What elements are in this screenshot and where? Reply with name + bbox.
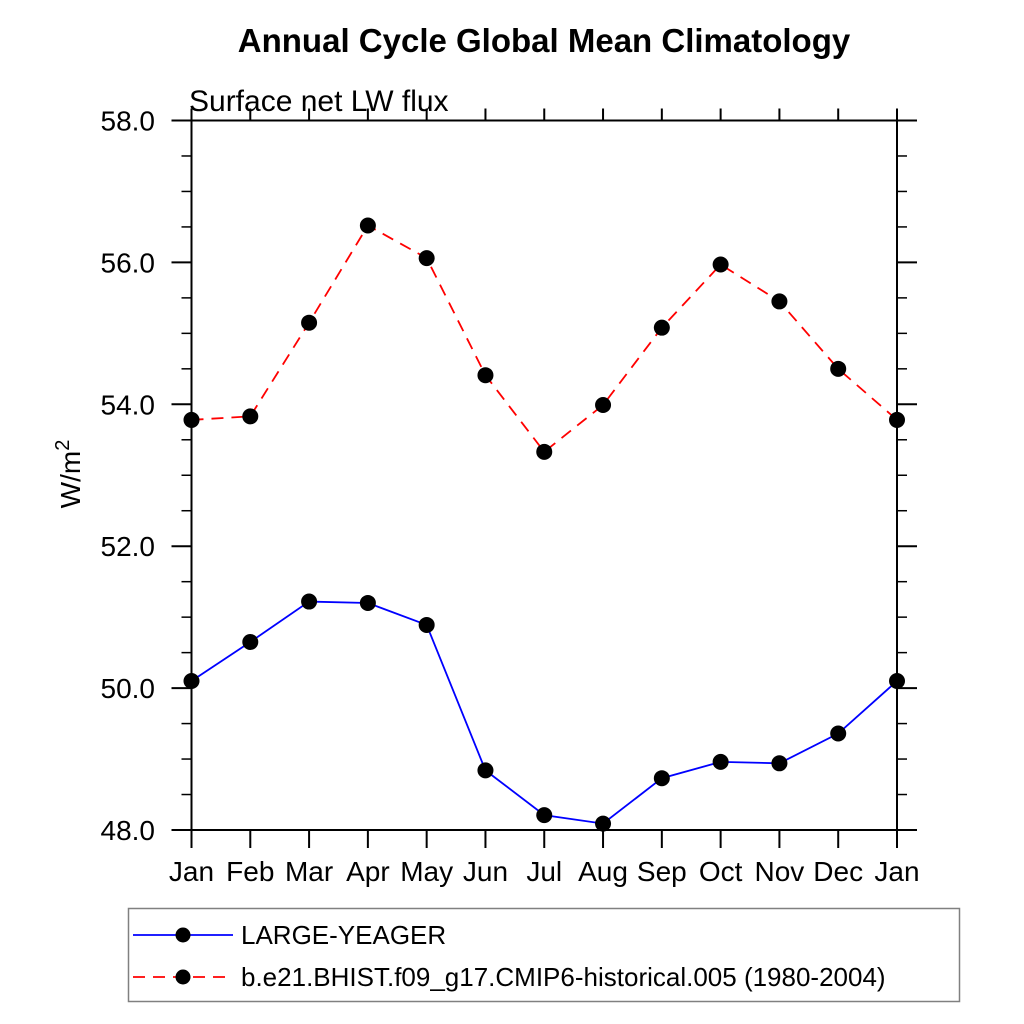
chart-subtitle: Surface net LW flux — [189, 85, 449, 118]
series-1-marker — [418, 250, 435, 267]
y-axis-tick-label: 56.0 — [101, 247, 156, 278]
y-axis-title: W/m2 — [52, 440, 86, 509]
legend-label-1: b.e21.BHIST.f09_g17.CMIP6-historical.005… — [241, 962, 886, 992]
x-axis-tick-label: Sep — [637, 856, 687, 887]
series-0-marker — [889, 673, 905, 690]
series-1-marker — [595, 397, 612, 414]
legend-label-0: LARGE-YEAGER — [241, 920, 446, 950]
series-0-marker — [183, 673, 200, 690]
legend-marker-1 — [175, 969, 191, 985]
x-axis-ticks — [190, 108, 898, 848]
series-line-0 — [191, 600, 898, 825]
series-0-marker — [712, 753, 729, 770]
y-axis-tick-label: 58.0 — [101, 106, 156, 137]
y-axis-ticks — [171, 119, 917, 831]
plot-frame-rect — [190, 119, 898, 831]
legend: LARGE-YEAGER b.e21.BHIST.f09_g17.CMIP6-hi… — [127, 907, 961, 1003]
series-1-marker — [653, 319, 670, 336]
chart-title: Annual Cycle Global Mean Climatology — [238, 22, 851, 59]
series-0-marker — [477, 762, 494, 779]
x-axis-tick-label: Feb — [226, 856, 274, 887]
x-axis-tick-label: Nov — [755, 856, 805, 887]
series-group — [183, 217, 905, 832]
x-axis-tick-label: Oct — [699, 856, 743, 887]
series-0-marker — [536, 807, 553, 824]
series-1-marker — [889, 411, 905, 428]
series-0-marker — [359, 594, 376, 611]
series-1-marker — [536, 443, 553, 460]
y-axis-tick-label: 48.0 — [101, 815, 156, 846]
x-axis-tick-label: May — [400, 856, 453, 887]
series-1-marker — [359, 217, 376, 234]
series-1-marker — [771, 293, 788, 310]
plot-frame — [190, 119, 898, 831]
x-axis-tick-labels: Jan Feb Mar Apr May Jun Jul Aug Sep Oct Nov Dec Jan — [169, 856, 920, 887]
legend-box — [127, 907, 961, 1003]
series-0-marker — [830, 725, 847, 742]
series-1-marker — [477, 367, 494, 384]
series-1-marker — [183, 411, 200, 428]
series-1-marker — [712, 256, 729, 273]
y-axis-tick-label: 50.0 — [101, 673, 156, 704]
x-axis-tick-label: Apr — [346, 856, 390, 887]
x-axis-tick-label: Aug — [578, 856, 628, 887]
series-0-marker — [595, 815, 612, 832]
series-1-marker — [301, 314, 318, 331]
y-axis-title-superscript: 2 — [52, 440, 74, 451]
y-axis-tick-label: 54.0 — [101, 389, 156, 420]
series-0-marker — [418, 616, 435, 633]
series-0-marker — [771, 755, 788, 772]
x-axis-tick-label: Dec — [813, 856, 863, 887]
y-axis-tick-labels: 48.0 50.0 52.0 54.0 56.0 58.0 — [101, 106, 156, 847]
y-axis-tick-label: 52.0 — [101, 531, 156, 562]
series-1-marker — [242, 408, 259, 425]
legend-marker-0 — [175, 927, 191, 943]
series-0-marker — [242, 633, 259, 650]
x-axis-tick-label: Jul — [526, 856, 562, 887]
series-1-marker — [830, 360, 847, 377]
x-axis-tick-label: Jun — [463, 856, 508, 887]
x-axis-tick-label: Mar — [285, 856, 333, 887]
series-line-1 — [191, 224, 898, 454]
x-axis-tick-label: Jan — [874, 856, 919, 887]
series-0-marker — [653, 770, 670, 787]
series-0-marker — [301, 593, 318, 610]
x-axis-tick-label: Jan — [169, 856, 214, 887]
